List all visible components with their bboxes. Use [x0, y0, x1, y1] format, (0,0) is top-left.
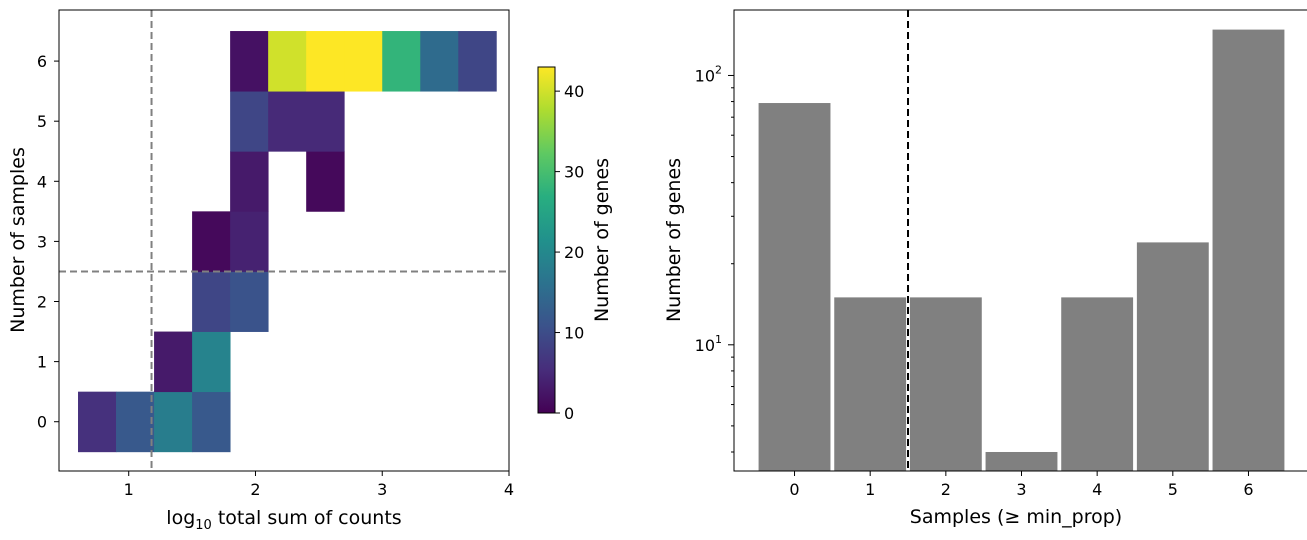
bar-x-tick-label: 6	[1243, 480, 1253, 499]
heatmap-panel: 1 2 3 4 0 1 2 3 4 5 6 log10 total sum of counts N…	[7, 9, 514, 533]
bar-x-tick-label: 3	[1016, 480, 1026, 499]
heatmap-cell	[192, 331, 231, 393]
heatmap-cell	[268, 91, 307, 152]
heatmap-cells	[78, 31, 497, 453]
bar-y-axis-label: Number of genes	[663, 158, 685, 322]
heatmap-cell	[192, 211, 231, 272]
heatmap-cell	[306, 31, 345, 92]
bar	[834, 297, 907, 471]
bar-y-ticks: 101 102	[695, 63, 734, 453]
colorbar-tick-label: 10	[564, 324, 584, 343]
heatmap-cell	[78, 391, 117, 453]
heatmap-cell	[344, 31, 383, 92]
bar-y-tick-label: 102	[695, 63, 722, 85]
heatmap-cell	[116, 391, 155, 453]
heatmap-y-tick-label: 0	[37, 413, 47, 432]
heatmap-y-tick-label: 1	[37, 353, 47, 372]
bar	[758, 103, 831, 472]
heatmap-cell	[192, 271, 231, 332]
heatmap-cell	[420, 31, 459, 92]
heatmap-y-tick-label: 5	[37, 112, 47, 131]
heatmap-x-tick-label: 3	[377, 480, 387, 499]
bar-y-tick-label: 101	[695, 333, 722, 355]
bar	[1061, 297, 1134, 471]
bar	[1136, 242, 1209, 471]
heatmap-frame	[58, 9, 510, 472]
bar-x-tick-label: 5	[1168, 480, 1178, 499]
heatmap-y-axis-label: Number of samples	[7, 147, 29, 333]
colorbar-label: Number of genes	[591, 158, 613, 322]
heatmap-cell	[230, 211, 269, 272]
heatmap-x-tick-label: 4	[504, 480, 514, 499]
heatmap-y-tick-label: 4	[37, 172, 47, 191]
bar-x-ticks: 0 1 2 3 4 5 6	[789, 471, 1254, 499]
bar-x-axis-label: Samples (≥ min_prop)	[910, 506, 1122, 528]
heatmap-y-tick-label: 2	[37, 293, 47, 312]
bar	[909, 297, 982, 471]
heatmap-cell	[230, 91, 269, 152]
colorbar-tick-label: 40	[564, 82, 584, 101]
heatmap-x-tick-label: 1	[124, 480, 134, 499]
bar	[985, 451, 1058, 471]
bar	[1212, 29, 1285, 471]
heatmap-y-ticks: 0 1 2 3 4 5 6	[37, 52, 59, 432]
heatmap-cell	[458, 31, 497, 92]
colorbar-ticks: 0 10 20 30 40	[555, 82, 584, 423]
heatmap-x-ticks: 1 2 3 4	[124, 471, 514, 499]
colorbar-tick-label: 20	[564, 243, 584, 262]
heatmap-x-tick-label: 2	[250, 480, 260, 499]
colorbar-tick-label: 0	[564, 404, 574, 423]
bar-series	[758, 29, 1285, 472]
heatmap-cell	[306, 91, 345, 152]
colorbar-gradient	[537, 66, 556, 414]
bar-x-tick-label: 2	[941, 480, 951, 499]
bar-x-tick-label: 0	[789, 480, 799, 499]
bar-x-tick-label: 1	[865, 480, 875, 499]
bar-x-tick-label: 4	[1092, 480, 1102, 499]
heatmap-cell	[382, 31, 421, 92]
colorbar-tick-label: 30	[564, 163, 584, 182]
heatmap-cell	[230, 151, 269, 212]
heatmap-y-tick-label: 3	[37, 232, 47, 251]
heatmap-cell	[192, 391, 231, 453]
bar-panel: 0 1 2 3 4 5 6 101 102 Samples (≥ min_prop) Numb…	[663, 9, 1307, 528]
heatmap-y-tick-label: 6	[37, 52, 47, 71]
heatmap-cell	[230, 271, 269, 332]
heatmap-cell	[154, 331, 193, 393]
heatmap-cell	[230, 31, 269, 92]
heatmap-cell	[154, 391, 193, 453]
heatmap-cell	[306, 151, 345, 212]
heatmap-cell	[268, 31, 307, 92]
colorbar: 0 10 20 30 40 Number of genes	[537, 66, 613, 423]
heatmap-x-axis-label: log10 total sum of counts	[166, 507, 401, 533]
